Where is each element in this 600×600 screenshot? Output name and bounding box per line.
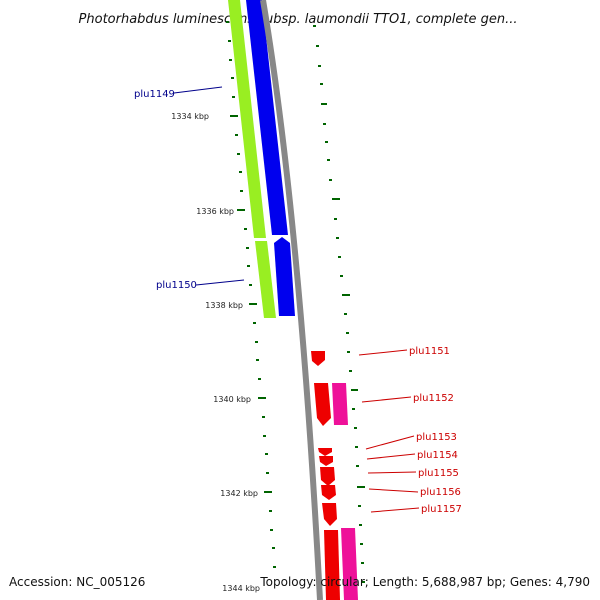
cds-bar-plu1149[interactable]	[246, 0, 288, 235]
connector-plu1153	[365, 435, 415, 450]
map-title: Photorhabdus luminescens subsp. laumondi…	[79, 12, 518, 27]
connector-plu1154	[366, 453, 416, 460]
sequence-backbone	[260, 0, 323, 600]
connector-plu1155	[367, 471, 417, 474]
connector-plu1149	[173, 86, 223, 94]
gene-label-plu1153[interactable]: plu1153	[416, 432, 457, 443]
cds-bar-plu1155[interactable]	[320, 467, 335, 486]
gene-label-plu1157[interactable]: plu1157	[421, 504, 462, 515]
label-connectors	[173, 86, 420, 513]
tick-label-1344: 1344 kbp	[222, 584, 260, 593]
gene-label-plu1155[interactable]: plu1155	[418, 468, 459, 479]
gene-bar-plu1152[interactable]	[332, 383, 348, 425]
connector-plu1157	[370, 507, 420, 513]
tick-label-1342: 1342 kbp	[220, 489, 258, 498]
cds-bar-plu1153[interactable]	[318, 448, 332, 456]
gene-bar-plu1150[interactable]	[255, 241, 276, 318]
tick-label-1336: 1336 kbp	[196, 207, 234, 216]
cds-bar-plu1156[interactable]	[321, 485, 336, 500]
connector-plu1156	[368, 488, 419, 493]
tick-label-1334: 1334 kbp	[171, 112, 209, 121]
gene-bar-next[interactable]	[341, 528, 358, 600]
cds-bar-next[interactable]	[324, 530, 340, 600]
gene-label-plu1154[interactable]: plu1154	[417, 450, 458, 461]
connector-plu1150	[195, 279, 245, 286]
connector-plu1151	[358, 349, 408, 356]
connector-plu1152	[361, 396, 412, 403]
forward-gene-track	[228, 0, 276, 318]
gene-label-plu1152[interactable]: plu1152	[413, 393, 454, 404]
forward-cds-track	[246, 0, 295, 316]
ruler: 1334 kbp 1336 kbp 1338 kbp 1340 kbp 1342…	[171, 112, 272, 593]
gene-labels: plu1149 plu1150 plu1151 plu1152 plu1153 …	[134, 89, 462, 515]
tick-label-1338: 1338 kbp	[205, 301, 243, 310]
cds-bar-plu1154[interactable]	[319, 456, 333, 466]
accession-text: Accession: NC_005126	[9, 575, 145, 589]
cds-bar-plu1150[interactable]	[274, 237, 295, 316]
cds-bar-plu1151[interactable]	[311, 351, 325, 366]
tick-label-1340: 1340 kbp	[213, 395, 251, 404]
outer-minor-ticks	[313, 25, 365, 583]
cds-bar-plu1157[interactable]	[322, 503, 337, 526]
reverse-cds-track	[311, 351, 340, 600]
genome-summary-text: Topology: circular; Length: 5,688,987 bp…	[259, 575, 590, 589]
gene-label-plu1156[interactable]: plu1156	[420, 487, 461, 498]
reverse-gene-track	[332, 383, 358, 600]
gene-label-plu1151[interactable]: plu1151	[409, 346, 450, 357]
cds-bar-plu1152[interactable]	[314, 383, 331, 426]
inner-minor-ticks	[226, 21, 276, 568]
gene-bar-plu1149[interactable]	[228, 0, 266, 238]
gene-label-plu1150[interactable]: plu1150	[156, 280, 197, 291]
gene-label-plu1149[interactable]: plu1149	[134, 89, 175, 100]
